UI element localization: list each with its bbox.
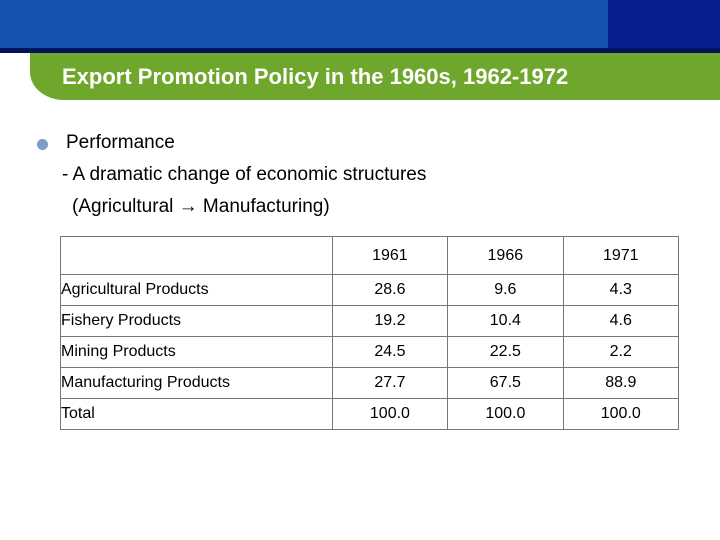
table-cell: 4.3 bbox=[562, 274, 680, 306]
table-cell: 27.7 bbox=[331, 367, 449, 399]
bullet-dot-icon bbox=[37, 139, 48, 150]
row-label: Fishery Products bbox=[60, 305, 333, 337]
table-header-cell bbox=[60, 236, 333, 275]
title-bar: Export Promotion Policy in the 1960s, 19… bbox=[30, 53, 720, 100]
table-row: Total 100.0 100.0 100.0 bbox=[60, 398, 680, 430]
table-header-cell: 1961 bbox=[331, 236, 449, 275]
table-cell: 4.6 bbox=[562, 305, 680, 337]
table-header-cell: 1966 bbox=[447, 236, 564, 275]
table-cell: 67.5 bbox=[447, 367, 564, 399]
row-label: Manufacturing Products bbox=[60, 367, 333, 399]
bullet-subline-detail: (Agricultural → Manufacturing) bbox=[72, 196, 330, 217]
table-row: Manufacturing Products 27.7 67.5 88.9 bbox=[60, 367, 680, 399]
header-accent-block bbox=[608, 0, 720, 48]
table-cell: 100.0 bbox=[331, 398, 449, 430]
table-cell: 100.0 bbox=[562, 398, 680, 430]
table-row: Fishery Products 19.2 10.4 4.6 bbox=[60, 305, 680, 337]
table-header-cell: 1971 bbox=[562, 236, 680, 275]
table-cell: 19.2 bbox=[331, 305, 449, 337]
row-label: Agricultural Products bbox=[60, 274, 333, 306]
table-cell: 88.9 bbox=[562, 367, 680, 399]
table-cell: 24.5 bbox=[331, 336, 449, 368]
bullet-heading: Performance bbox=[66, 132, 175, 153]
table-header-row: 1961 1966 1971 bbox=[60, 236, 680, 275]
header-band bbox=[0, 0, 720, 48]
table-cell: 28.6 bbox=[331, 274, 449, 306]
slide-title: Export Promotion Policy in the 1960s, 19… bbox=[62, 63, 569, 89]
table-cell: 22.5 bbox=[447, 336, 564, 368]
table-cell: 9.6 bbox=[447, 274, 564, 306]
table-cell: 10.4 bbox=[447, 305, 564, 337]
data-table: 1961 1966 1971 Agricultural Products 28.… bbox=[60, 236, 680, 430]
row-label: Mining Products bbox=[60, 336, 333, 368]
table-row: Agricultural Products 28.6 9.6 4.3 bbox=[60, 274, 680, 306]
table-cell: 100.0 bbox=[447, 398, 564, 430]
table-row: Mining Products 24.5 22.5 2.2 bbox=[60, 336, 680, 368]
row-label: Total bbox=[60, 398, 333, 430]
table-cell: 2.2 bbox=[562, 336, 680, 368]
header-rule bbox=[0, 48, 720, 53]
bullet-subline: - A dramatic change of economic structur… bbox=[62, 164, 427, 185]
